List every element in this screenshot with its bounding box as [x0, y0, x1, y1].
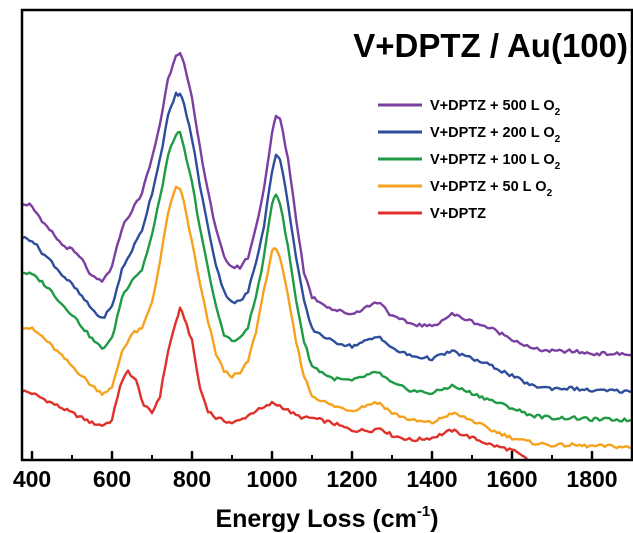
x-tick-label: 600 [93, 466, 131, 492]
x-axis-title-close: ) [430, 505, 438, 533]
legend-label: V+DPTZ + 200 L O2 [430, 125, 561, 145]
x-tick-label: 400 [13, 466, 51, 492]
series-line-5 [22, 306, 530, 460]
series-line-2 [22, 91, 632, 394]
x-axis-title: Energy Loss (cm-1) [215, 503, 438, 533]
x-tick-label: 800 [173, 466, 211, 492]
x-axis-title-sup: -1 [417, 503, 430, 520]
x-tick-label: 1800 [566, 466, 617, 492]
x-tick-label: 1600 [486, 466, 537, 492]
x-tick-label: 1400 [406, 466, 457, 492]
chart-title: V+DPTZ / Au(100) [353, 27, 628, 64]
plot-frame [20, 8, 633, 462]
legend-label: V+DPTZ + 500 L O2 [430, 98, 561, 118]
series-line-4 [22, 185, 632, 450]
x-ticks: 400 600 800 1000 1200 1400 1600 1800 [13, 451, 633, 492]
series-layer [22, 51, 632, 460]
series-line-1 [22, 51, 632, 357]
legend-label: V+DPTZ + 50 L O2 [430, 179, 553, 199]
x-axis-title-main: Energy Loss (cm [215, 505, 416, 533]
x-tick-label: 1000 [246, 466, 297, 492]
x-tick-label: 1200 [326, 466, 377, 492]
series-line-3 [22, 130, 632, 423]
legend-label: V+DPTZ [430, 206, 486, 222]
legend: V+DPTZ + 500 L O2 V+DPTZ + 200 L O2 V+DPTZ… [378, 98, 561, 222]
legend-label: V+DPTZ + 100 L O2 [430, 152, 561, 172]
